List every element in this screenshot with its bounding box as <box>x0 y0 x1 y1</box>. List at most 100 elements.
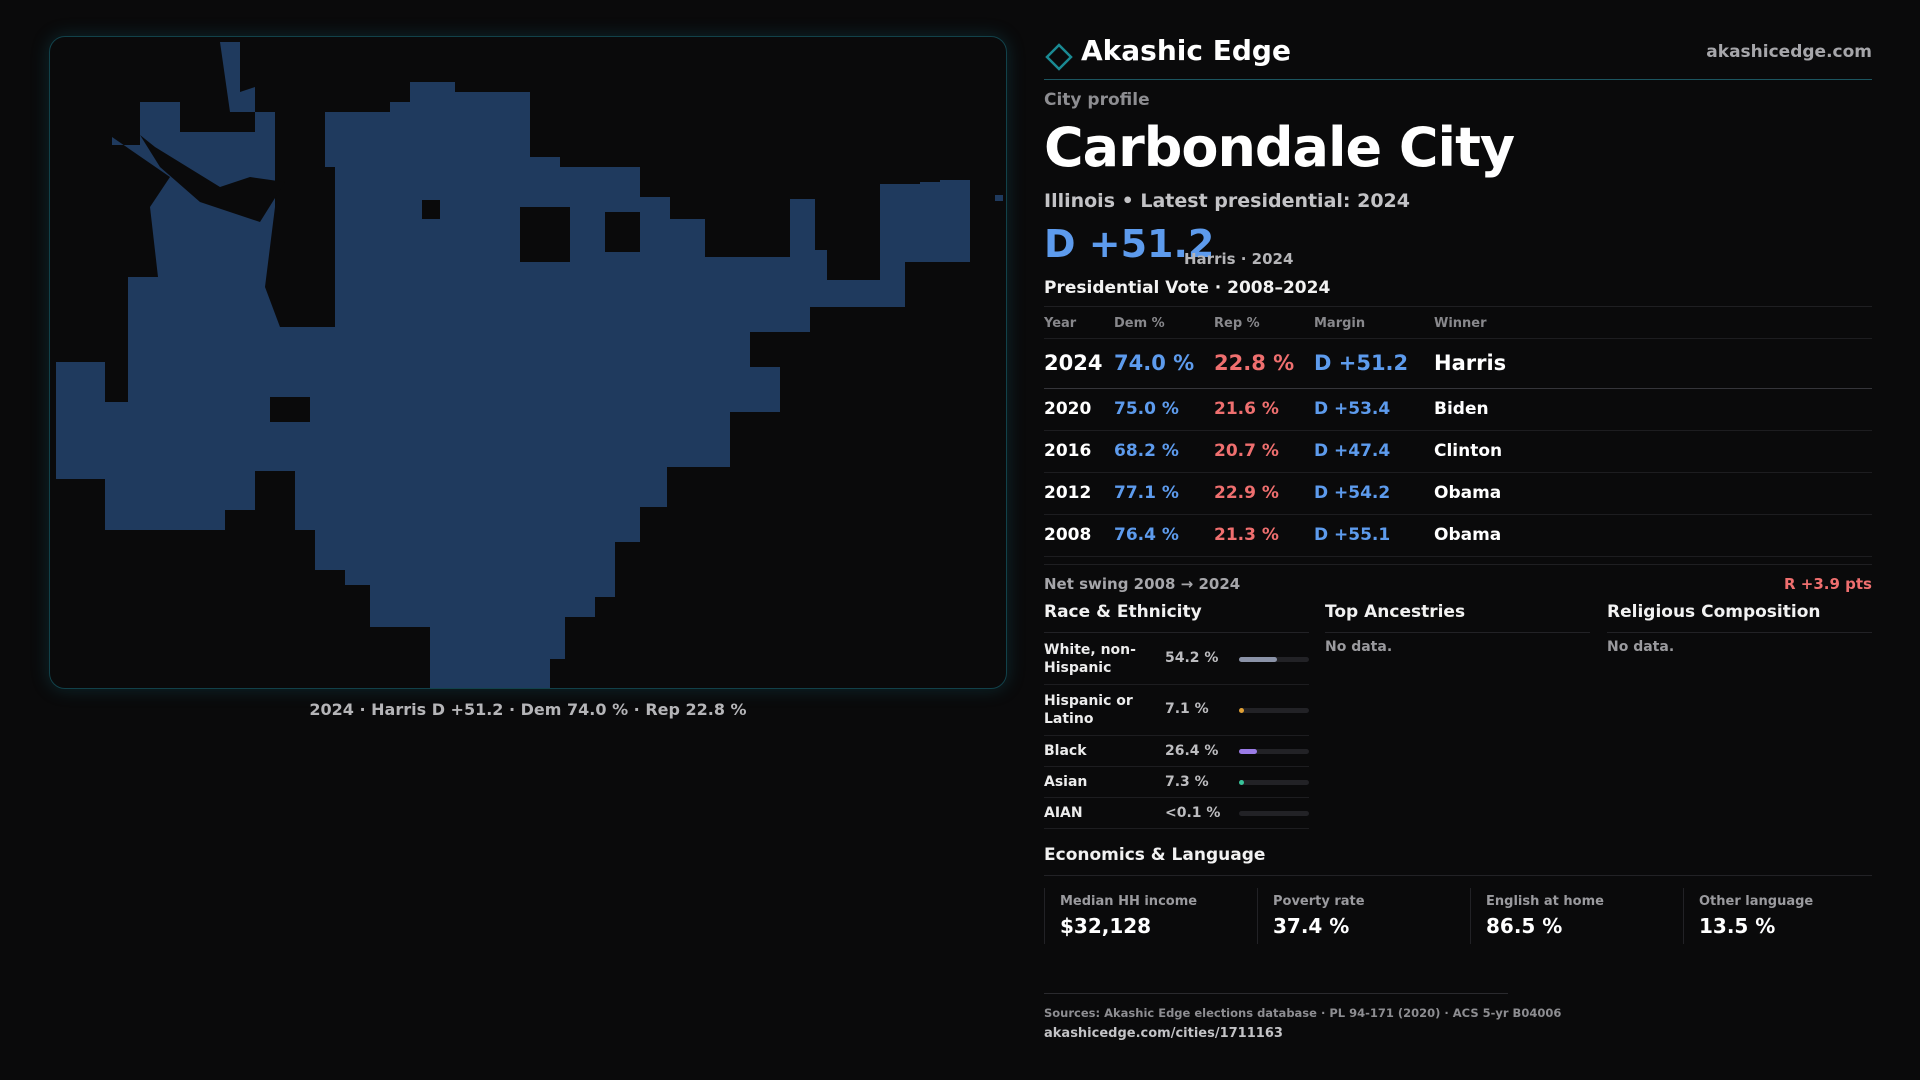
site-link[interactable]: akashicedge.com <box>1706 42 1872 62</box>
footer-sources: Sources: Akashic Edge elections database… <box>1044 1006 1562 1020</box>
net-swing-row: Net swing 2008 → 2024 R +3.9 pts <box>1044 564 1872 600</box>
table-row: 2016 68.2 % 20.7 % D +47.4 Clinton <box>1044 431 1872 473</box>
race-label: Hispanic or Latino <box>1044 693 1133 727</box>
race-label: Asian <box>1044 774 1088 790</box>
row-rep-pct: 21.6 % <box>1214 399 1279 419</box>
row-winner: Obama <box>1434 525 1502 545</box>
column-header-winner: Winner <box>1434 316 1487 331</box>
stat-card: English at home 86.5 % <box>1470 888 1682 944</box>
religion-section-title: Religious Composition <box>1607 602 1821 622</box>
race-bar <box>1239 811 1309 816</box>
race-bar-fill <box>1239 708 1244 713</box>
ancestries-empty-state: No data. <box>1325 639 1393 655</box>
row-rep-pct: 21.3 % <box>1214 525 1279 545</box>
footer-url[interactable]: akashicedge.com/cities/1711163 <box>1044 1026 1283 1041</box>
row-winner: Harris <box>1434 351 1507 375</box>
race-section-divider <box>1044 632 1309 633</box>
row-rep-pct: 22.8 % <box>1214 351 1295 375</box>
net-swing-label: Net swing 2008 → 2024 <box>1044 575 1241 593</box>
row-dem-pct: 76.4 % <box>1114 525 1179 545</box>
table-row: 2020 75.0 % 21.6 % D +53.4 Biden <box>1044 389 1872 431</box>
row-margin: D +54.2 <box>1314 483 1391 503</box>
religion-section-divider <box>1607 632 1872 633</box>
row-margin: D +51.2 <box>1314 351 1409 375</box>
row-year: 2024 <box>1044 351 1103 375</box>
row-dem-pct: 74.0 % <box>1114 351 1195 375</box>
presidential-table-title: Presidential Vote · 2008–2024 <box>1044 278 1331 298</box>
race-value: 26.4 % <box>1165 743 1219 759</box>
ancestries-section-title: Top Ancestries <box>1325 602 1466 622</box>
economics-section-divider <box>1044 875 1872 876</box>
race-bar <box>1239 749 1309 754</box>
map-holes <box>140 135 640 612</box>
list-item: Black 26.4 % <box>1044 736 1309 767</box>
race-bar-fill <box>1239 657 1277 662</box>
top-bar: Akashic Edge akashicedge.com <box>1044 30 1872 80</box>
economics-section-title: Economics & Language <box>1044 845 1266 865</box>
row-year: 2008 <box>1044 525 1092 545</box>
city-map[interactable] <box>49 36 1007 689</box>
table-header-row: Year Dem % Rep % Margin Winner <box>1044 307 1872 339</box>
table-row: 2008 76.4 % 21.3 % D +55.1 Obama <box>1044 515 1872 557</box>
city-boundary-shape <box>56 42 1003 688</box>
race-bar <box>1239 657 1309 662</box>
column-header-year: Year <box>1044 316 1077 331</box>
headline-margin-note: Harris · 2024 <box>1184 250 1294 268</box>
row-winner: Biden <box>1434 399 1489 419</box>
race-value: 7.1 % <box>1165 701 1209 717</box>
row-margin: D +53.4 <box>1314 399 1391 419</box>
race-label: White, non-Hispanic <box>1044 642 1136 676</box>
race-value: <0.1 % <box>1165 805 1221 821</box>
presidential-vote-table: Year Dem % Rep % Margin Winner 2024 74.0… <box>1044 306 1872 557</box>
city-boundary-map <box>56 42 1003 688</box>
map-caption: 2024 · Harris D +51.2 · Dem 74.0 % · Rep… <box>309 700 747 719</box>
row-dem-pct: 77.1 % <box>1114 483 1179 503</box>
table-row: 2012 77.1 % 22.9 % D +54.2 Obama <box>1044 473 1872 515</box>
row-dem-pct: 75.0 % <box>1114 399 1179 419</box>
stat-label: English at home <box>1486 894 1604 909</box>
page-subtitle: Illinois • Latest presidential: 2024 <box>1044 190 1411 212</box>
brand-name: Akashic Edge <box>1081 34 1291 67</box>
list-item: AIAN <0.1 % <box>1044 798 1309 829</box>
column-header-rep: Rep % <box>1214 316 1260 331</box>
stat-card: Median HH income $32,128 <box>1044 888 1256 944</box>
row-winner: Clinton <box>1434 441 1503 461</box>
religion-empty-state: No data. <box>1607 639 1675 655</box>
list-item: Hispanic or Latino 7.1 % <box>1044 685 1309 736</box>
city-profile-panel: Akashic Edge akashicedge.com City profil… <box>1044 0 1872 1080</box>
race-value: 54.2 % <box>1165 650 1219 666</box>
stat-value: $32,128 <box>1060 914 1152 938</box>
net-swing-value: R +3.9 pts <box>1784 575 1872 593</box>
stat-label: Median HH income <box>1060 894 1198 909</box>
diamond-icon <box>1045 43 1073 71</box>
table-row: 2024 74.0 % 22.8 % D +51.2 Harris <box>1044 339 1872 389</box>
stat-value: 37.4 % <box>1273 914 1350 938</box>
stat-value: 86.5 % <box>1486 914 1563 938</box>
row-year: 2016 <box>1044 441 1092 461</box>
economics-stats: Median HH income $32,128 Poverty rate 37… <box>1044 888 1872 944</box>
stat-label: Other language <box>1699 894 1814 909</box>
row-dem-pct: 68.2 % <box>1114 441 1179 461</box>
row-margin: D +55.1 <box>1314 525 1391 545</box>
column-header-dem: Dem % <box>1114 316 1165 331</box>
row-rep-pct: 20.7 % <box>1214 441 1279 461</box>
race-bar <box>1239 780 1309 785</box>
row-year: 2012 <box>1044 483 1092 503</box>
race-bar-fill <box>1239 749 1258 754</box>
race-ethnicity-list: White, non-Hispanic 54.2 % Hispanic or L… <box>1044 634 1309 829</box>
ancestries-section-divider <box>1325 632 1590 633</box>
stat-label: Poverty rate <box>1273 894 1365 909</box>
race-bar <box>1239 708 1309 713</box>
stat-card: Other language 13.5 % <box>1683 888 1895 944</box>
race-label: Black <box>1044 743 1087 759</box>
row-margin: D +47.4 <box>1314 441 1391 461</box>
race-value: 7.3 % <box>1165 774 1209 790</box>
page-title: Carbondale City <box>1044 116 1515 179</box>
headline-margin: D +51.2 <box>1044 222 1215 266</box>
column-header-margin: Margin <box>1314 316 1366 331</box>
stat-value: 13.5 % <box>1699 914 1776 938</box>
list-item: White, non-Hispanic 54.2 % <box>1044 634 1309 685</box>
row-rep-pct: 22.9 % <box>1214 483 1279 503</box>
list-item: Asian 7.3 % <box>1044 767 1309 798</box>
row-year: 2020 <box>1044 399 1092 419</box>
